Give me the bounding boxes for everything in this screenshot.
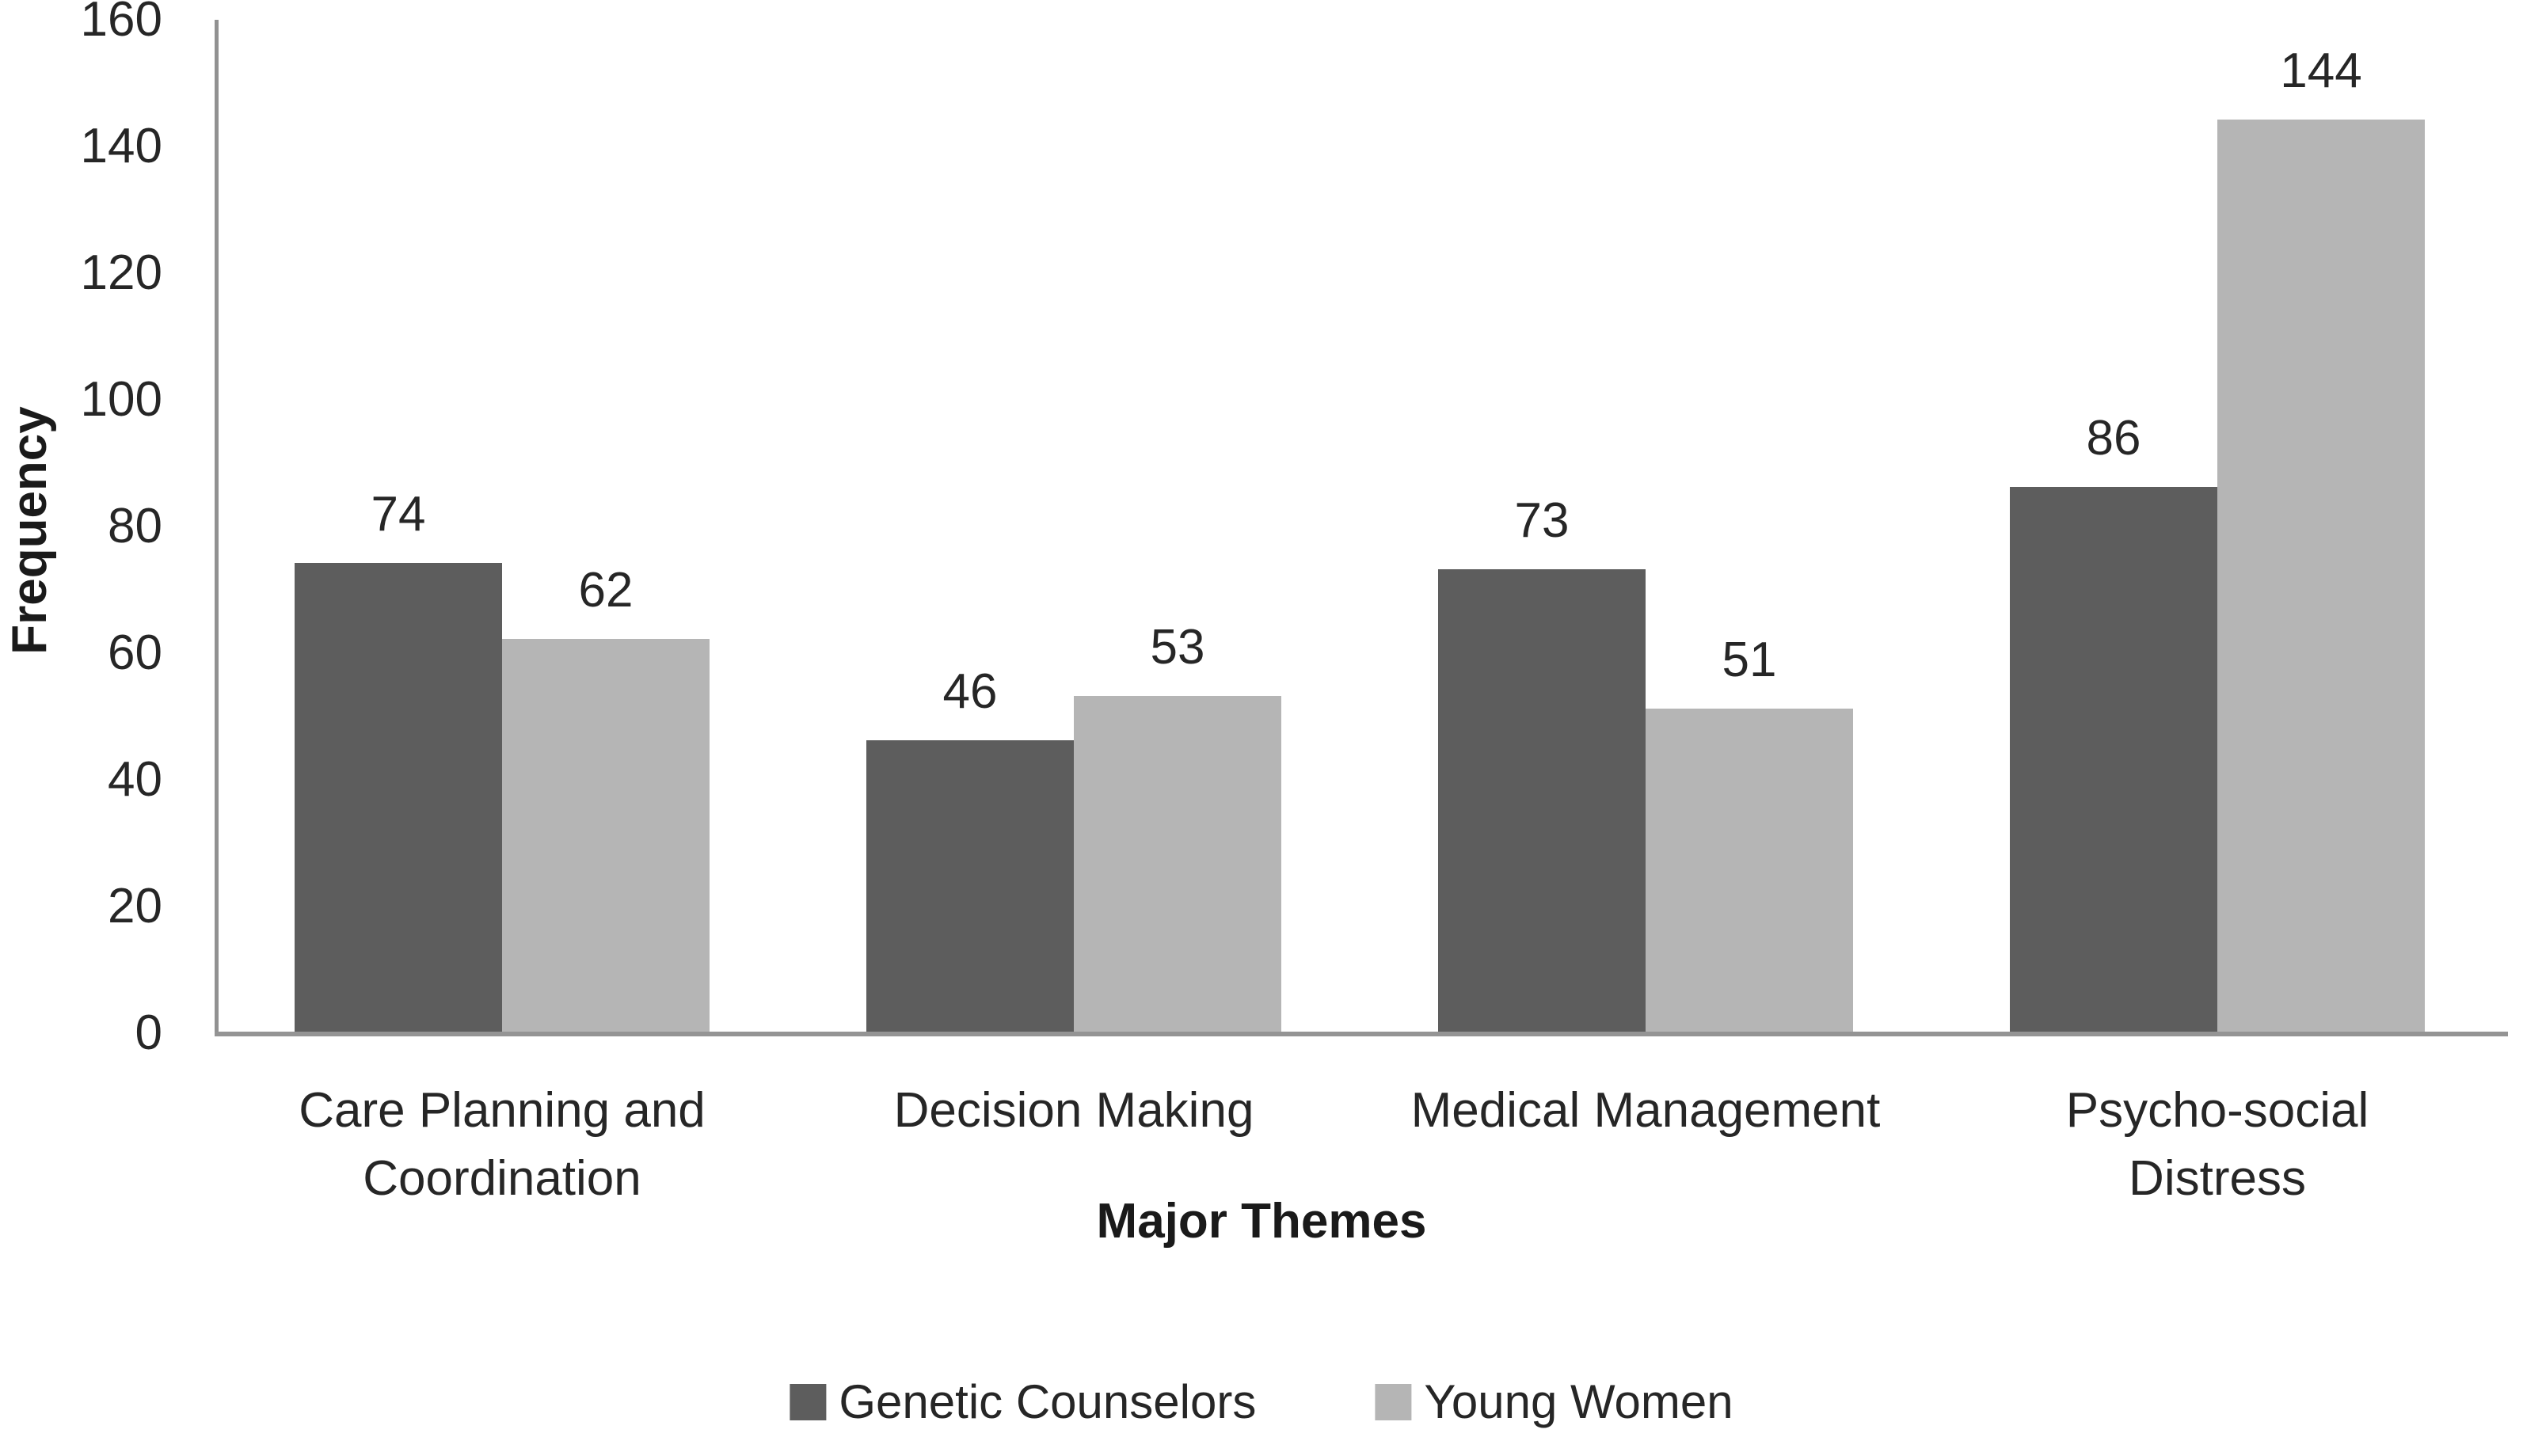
- y-tick-label-20: 20: [108, 879, 162, 933]
- bar-young-women: [1074, 696, 1281, 1032]
- bar-value-label: 53: [1150, 620, 1205, 675]
- bar-value-label: 86: [2086, 411, 2141, 466]
- bar-value-label: 74: [371, 487, 426, 542]
- y-tick-label-0: 0: [135, 1006, 162, 1060]
- x-axis-title: Major Themes: [1096, 1194, 1427, 1249]
- legend-label-genetic-counselors: Genetic Counselors: [839, 1375, 1257, 1428]
- bar-group-psycho-social-distress: 86 144: [2010, 20, 2425, 1032]
- y-tick-label-100: 100: [80, 372, 162, 427]
- legend-swatch-young-women: [1375, 1384, 1412, 1420]
- y-tick-label-40: 40: [108, 752, 162, 807]
- bar-group-medical-management: 73 51: [1438, 20, 1853, 1032]
- bar-value-label: 144: [2280, 44, 2362, 98]
- x-category-label-care-planning-and-coordination: Care Planning and Coordination: [299, 1083, 706, 1206]
- x-category-label-decision-making: Decision Making: [893, 1083, 1254, 1138]
- bar-genetic-counselors: [1438, 569, 1646, 1032]
- bar-genetic-counselors: [2010, 487, 2217, 1032]
- bar-value-label: 73: [1514, 493, 1570, 548]
- bar-value-label: 62: [578, 563, 634, 618]
- bar-value-label: 51: [1722, 633, 1777, 687]
- x-category-label-medical-management: Medical Management: [1410, 1083, 1881, 1138]
- y-tick-label-80: 80: [108, 499, 162, 553]
- bar-young-women: [2217, 120, 2425, 1032]
- x-category-label-psycho-social-distress: Psycho-social Distress: [2065, 1083, 2369, 1206]
- bar-group-decision-making: 46 53: [866, 20, 1281, 1032]
- legend-label-young-women: Young Women: [1424, 1375, 1733, 1428]
- legend: Genetic Counselors Young Women: [790, 1376, 1733, 1428]
- legend-item-young-women: Young Women: [1375, 1376, 1733, 1428]
- y-axis-line: [215, 20, 219, 1036]
- plot-area: 74 62 46 53 73 51 86 144: [219, 20, 2508, 1032]
- x-axis-line: [215, 1032, 2508, 1036]
- y-axis-title: Frequency: [2, 406, 57, 655]
- y-tick-label-60: 60: [108, 625, 162, 680]
- legend-swatch-genetic-counselors: [790, 1384, 827, 1420]
- bar-young-women: [1646, 709, 1853, 1032]
- y-tick-label-140: 140: [80, 119, 162, 173]
- bar-genetic-counselors: [295, 563, 502, 1032]
- bar-value-label: 46: [942, 664, 998, 719]
- y-tick-label-160: 160: [80, 0, 162, 47]
- y-tick-label-120: 120: [80, 245, 162, 300]
- bar-young-women: [502, 639, 710, 1032]
- bar-group-care-planning-and-coordination: 74 62: [295, 20, 710, 1032]
- bar-genetic-counselors: [866, 740, 1074, 1032]
- legend-item-genetic-counselors: Genetic Counselors: [790, 1376, 1256, 1428]
